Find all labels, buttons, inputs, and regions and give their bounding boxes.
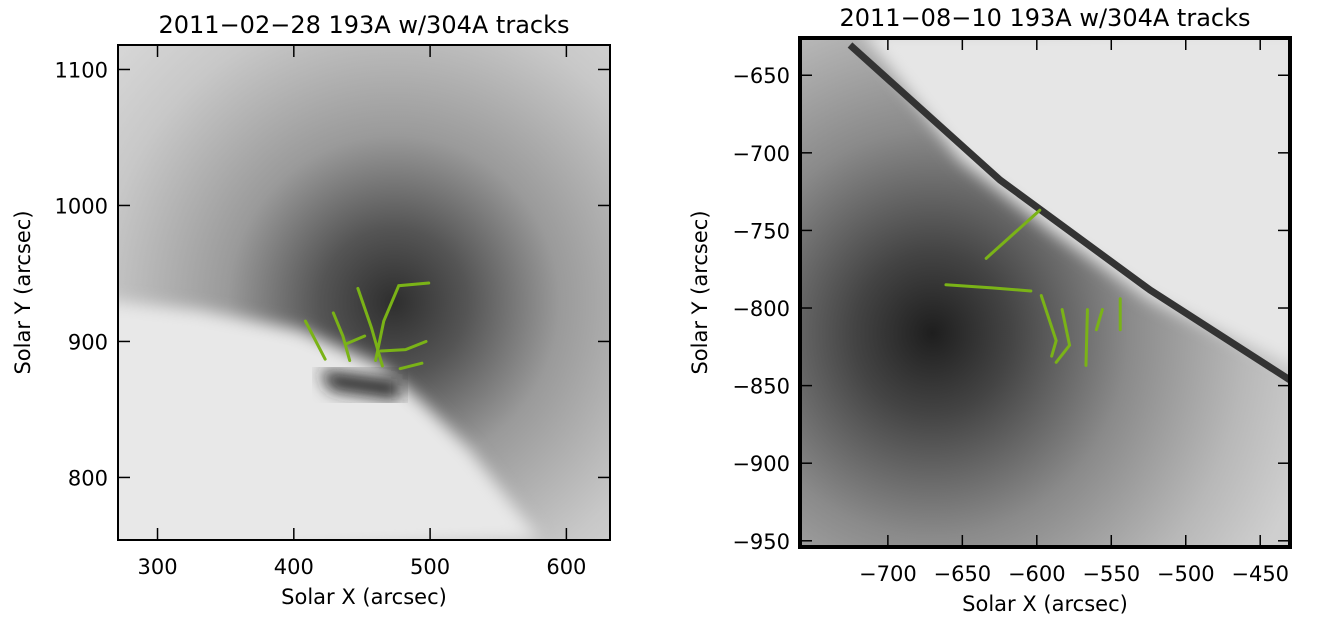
- track: [331, 311, 352, 362]
- solar-image: [118, 45, 610, 540]
- x-axis-label: Solar X (arcsec): [281, 585, 447, 609]
- plot-frame: [798, 36, 1292, 549]
- track: [356, 286, 384, 368]
- x-tick-label: 300: [137, 555, 177, 579]
- y-tick-label: 800: [68, 466, 108, 490]
- track: [374, 281, 431, 362]
- x-tick-label: −450: [1231, 562, 1289, 586]
- track: [944, 283, 1033, 293]
- x-tick-label: −500: [1157, 562, 1215, 586]
- y-tick-label: −650: [732, 64, 790, 88]
- x-tick-label: −650: [933, 562, 991, 586]
- track: [379, 339, 428, 353]
- y-tick-label: −850: [732, 375, 790, 399]
- y-tick-label: −900: [732, 452, 790, 476]
- solar-image: [800, 38, 1290, 547]
- tracks: [303, 281, 431, 371]
- chart-title: 2011−02−28 193A w/304A tracks: [158, 11, 569, 39]
- y-tick-label: −950: [732, 530, 790, 554]
- x-tick-label: −700: [859, 562, 917, 586]
- x-tick-label: −550: [1082, 562, 1140, 586]
- y-tick-label: 1100: [55, 58, 108, 82]
- track: [1094, 308, 1104, 332]
- x-tick-label: 600: [546, 555, 586, 579]
- x-axis-label: Solar X (arcsec): [962, 592, 1128, 616]
- plot-frame: [117, 44, 611, 541]
- y-tick-label: −800: [732, 297, 790, 321]
- track: [1054, 308, 1072, 364]
- x-tick-label: −600: [1008, 562, 1066, 586]
- y-tick-label: 900: [68, 330, 108, 354]
- y-axis-label: Solar Y (arcsec): [11, 210, 35, 374]
- y-tick-label: −700: [732, 142, 790, 166]
- track: [984, 208, 1042, 260]
- track: [1039, 294, 1058, 358]
- y-tick-label: 1000: [55, 194, 108, 218]
- track: [303, 319, 327, 361]
- y-tick-label: −750: [732, 219, 790, 243]
- y-axis-label: Solar Y (arcsec): [688, 210, 712, 374]
- track: [398, 361, 424, 371]
- track: [1084, 308, 1089, 367]
- track: [344, 334, 367, 346]
- x-tick-label: 400: [274, 555, 314, 579]
- x-tick-label: 500: [410, 555, 450, 579]
- chart-title: 2011−08−10 193A w/304A tracks: [839, 4, 1250, 32]
- tracks: [944, 208, 1122, 367]
